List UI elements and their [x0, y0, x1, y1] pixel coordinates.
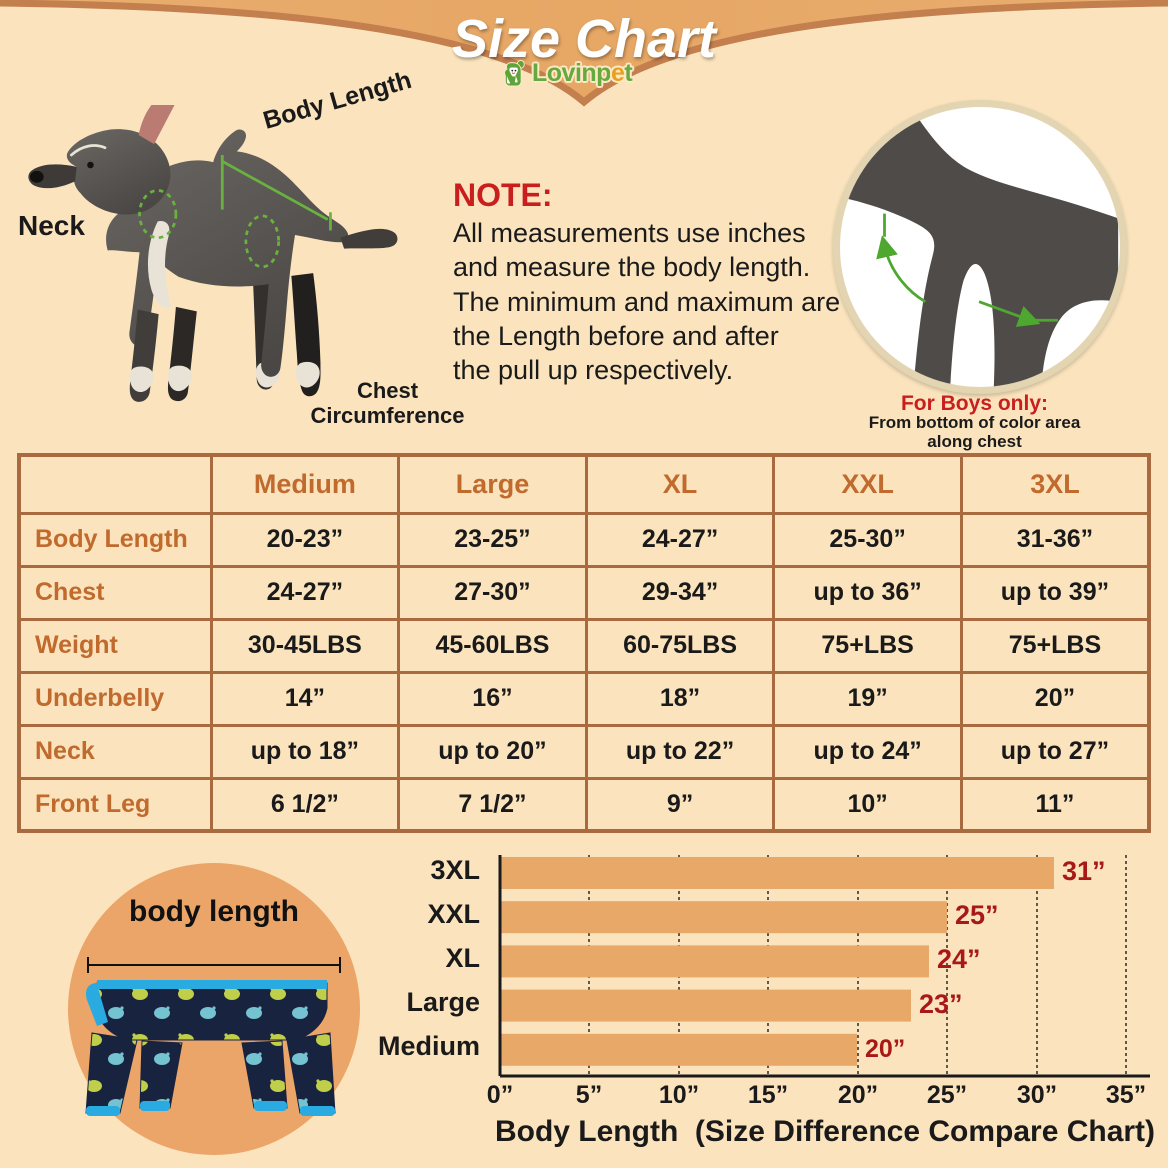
svg-text:24”: 24” [937, 944, 981, 974]
svg-text:20”: 20” [865, 1035, 905, 1063]
svg-text:35”: 35” [1106, 1081, 1146, 1109]
svg-text:23”: 23” [919, 989, 963, 1019]
svg-text:Medium: Medium [378, 1031, 480, 1061]
svg-text:25”: 25” [927, 1081, 967, 1109]
svg-text:30”: 30” [1017, 1081, 1057, 1109]
svg-text:Large: Large [406, 987, 480, 1017]
svg-text:5”: 5” [576, 1081, 602, 1109]
svg-text:XXL: XXL [427, 899, 480, 929]
svg-text:31”: 31” [1062, 856, 1106, 886]
svg-text:3XL: 3XL [430, 855, 480, 885]
svg-text:20”: 20” [838, 1081, 878, 1109]
svg-text:XL: XL [445, 943, 480, 973]
svg-text:15”: 15” [748, 1081, 788, 1109]
svg-text:25”: 25” [955, 900, 999, 930]
svg-text:0”: 0” [487, 1081, 513, 1109]
svg-text:10”: 10” [659, 1081, 699, 1109]
